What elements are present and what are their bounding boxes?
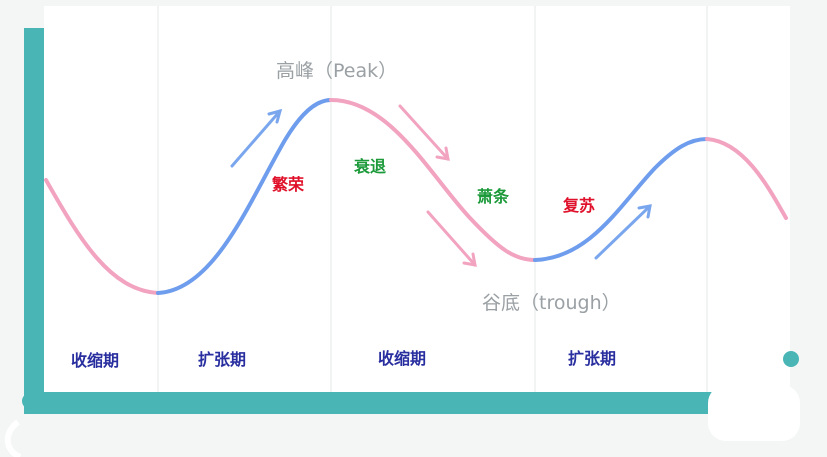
period-expansion-2: 扩张期 <box>568 349 617 368</box>
curve-expansion-1 <box>156 98 333 295</box>
phase-recession-label: 衰退 <box>354 157 387 176</box>
cycle-curve <box>44 98 788 295</box>
curve-contraction-2 <box>329 98 537 262</box>
period-contraction-1: 收缩期 <box>71 351 120 370</box>
curve-contraction-1 <box>44 178 160 295</box>
trough-label: 谷底（trough） <box>482 292 621 314</box>
rising-arrow-1 <box>230 108 283 168</box>
x-axis-end-dot <box>783 351 799 367</box>
rising-arrow-2 <box>594 204 652 260</box>
period-dividers <box>157 6 708 392</box>
phase-recovery-label: 复苏 <box>563 196 596 215</box>
direction-arrows <box>230 104 652 267</box>
x-axis <box>24 392 714 414</box>
x-axis-left-dot <box>22 393 38 409</box>
period-contraction-2: 收缩期 <box>378 349 427 368</box>
y-axis <box>24 28 44 402</box>
corner-decoration-left <box>4 419 22 457</box>
curve-expansion-2 <box>533 137 709 262</box>
falling-arrow-2 <box>426 210 477 267</box>
phase-prosperity-label: 繁荣 <box>272 175 305 194</box>
peak-label: 高峰（Peak） <box>276 60 398 82</box>
corner-decoration-right <box>708 385 800 441</box>
period-expansion-1: 扩张期 <box>198 350 247 369</box>
falling-arrow-1 <box>398 104 450 161</box>
phase-depression-label: 萧条 <box>477 187 510 206</box>
curve-contraction-3 <box>705 137 788 220</box>
plot-area <box>44 6 790 398</box>
